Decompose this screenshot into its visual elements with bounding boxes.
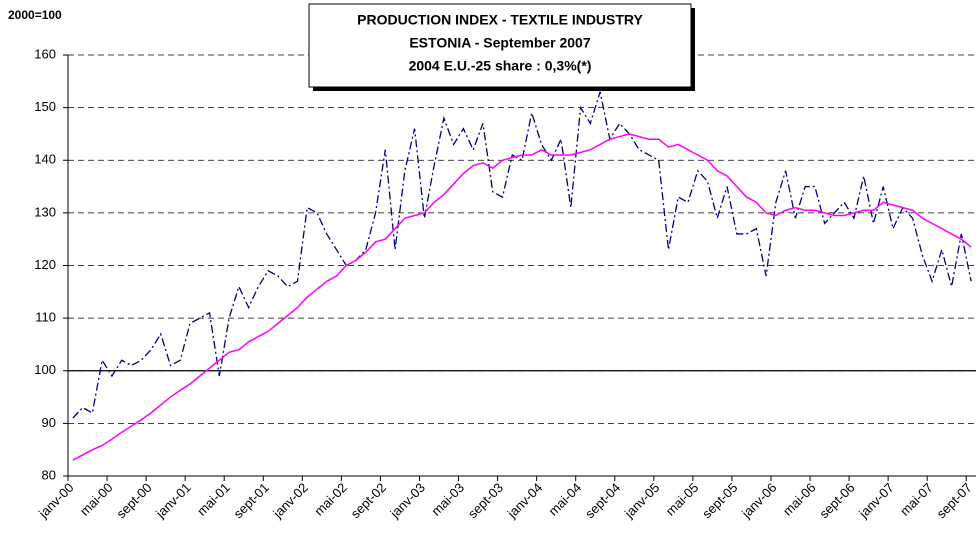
x-tick-label: janv-00: [35, 480, 76, 521]
chart-title: PRODUCTION INDEX - TEXTILE INDUSTRY: [357, 12, 643, 28]
x-tick-label: janv-04: [504, 480, 545, 521]
x-tick-label: mai-04: [546, 480, 585, 519]
y-tick-label: 120: [34, 257, 56, 272]
x-tick-label: janv-03: [387, 480, 428, 521]
chart-title: 2004 E.U.-25 share : 0,3%(*): [409, 58, 592, 74]
x-tick-label: sept-01: [231, 480, 272, 521]
x-tick-label: sept-03: [465, 480, 506, 521]
y-axis-label: 2000=100: [8, 8, 62, 22]
y-tick-label: 100: [34, 362, 56, 377]
x-tick-label: sept-05: [699, 480, 740, 521]
y-tick-label: 140: [34, 152, 56, 167]
x-tick-label: mai-07: [897, 480, 936, 519]
x-tick-label: janv-07: [855, 480, 896, 521]
x-tick-label: sept-07: [934, 480, 975, 521]
y-tick-label: 130: [34, 204, 56, 219]
x-tick-label: janv-05: [621, 480, 662, 521]
x-tick-label: mai-02: [311, 480, 350, 519]
x-tick-label: sept-00: [113, 480, 154, 521]
x-tick-label: janv-02: [269, 480, 310, 521]
title-box: [308, 3, 692, 88]
chart-title: ESTONIA - September 2007: [409, 35, 591, 51]
y-tick-label: 160: [34, 46, 56, 61]
x-tick-label: sept-04: [582, 480, 623, 521]
x-tick-label: mai-01: [194, 480, 233, 519]
data-line: [72, 133, 972, 461]
x-tick-label: mai-06: [780, 480, 819, 519]
x-tick-label: sept-02: [348, 480, 389, 521]
y-tick-label: 90: [42, 415, 56, 430]
x-tick-label: janv-01: [152, 480, 193, 521]
y-tick-label: 110: [35, 310, 56, 325]
x-tick-label: sept-06: [816, 480, 857, 521]
x-tick-label: mai-05: [663, 480, 702, 519]
x-tick-label: mai-00: [77, 480, 116, 519]
x-tick-label: janv-06: [738, 480, 779, 521]
x-tick-label: mai-03: [428, 480, 467, 519]
y-tick-label: 150: [34, 99, 56, 114]
y-tick-label: 80: [42, 467, 56, 482]
